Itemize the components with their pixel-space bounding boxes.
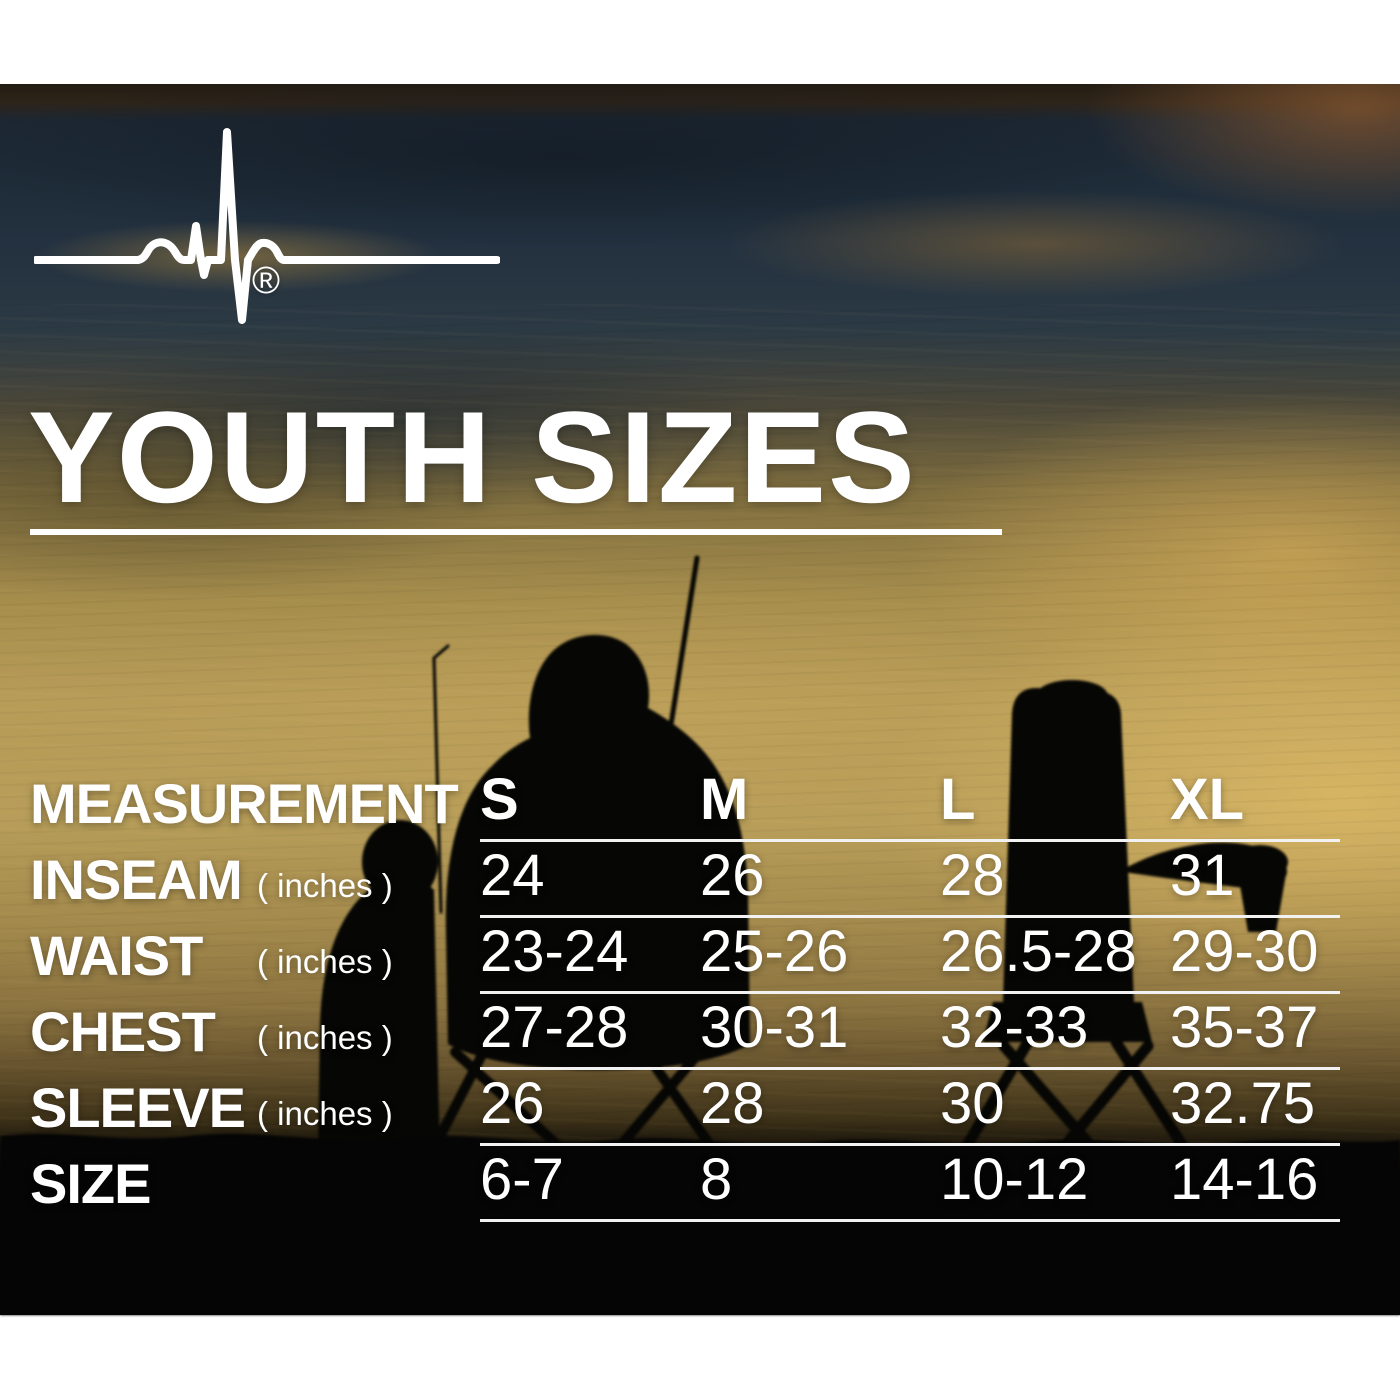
table-row-sleeve: SLEEVE ( inches ) 26 28 30 32.75	[30, 1070, 1340, 1146]
fishing-rod-left	[432, 644, 450, 914]
cell-value: 6-7	[480, 1146, 700, 1222]
cell-value: 14-16	[1170, 1146, 1340, 1222]
cup-holder	[1232, 845, 1288, 879]
table-row-waist: WAIST ( inches ) 23-24 25-26 26.5-28 29-…	[30, 918, 1340, 994]
unit-label: ( inches )	[257, 867, 393, 904]
unit-label: ( inches )	[257, 1095, 393, 1132]
cell-value: 30-31	[700, 994, 940, 1070]
unit-header-spacer	[257, 766, 480, 842]
column-header-s: S	[480, 766, 700, 842]
gear-top-silhouette	[362, 820, 438, 904]
camp-gear-silhouette	[318, 875, 440, 1164]
row-label: SIZE	[30, 1152, 151, 1215]
row-label: SLEEVE	[30, 1076, 246, 1139]
chair-back-top	[1036, 680, 1108, 712]
row-label: INSEAM	[30, 848, 243, 911]
fishing-rod-right	[660, 555, 700, 779]
cell-value: 24	[480, 842, 700, 918]
cell-value: 28	[700, 1070, 940, 1146]
unit-label: ( inches )	[257, 1019, 393, 1056]
page-title: YOUTH SIZES	[28, 384, 917, 530]
cell-value: 30	[940, 1070, 1170, 1146]
cell-value: 23-24	[480, 918, 700, 994]
cell-value: 26	[480, 1070, 700, 1146]
column-header-xl: XL	[1170, 766, 1340, 842]
left-chair-legs	[427, 1041, 720, 1157]
row-label: CHEST	[30, 1000, 216, 1063]
cell-value: 26	[700, 842, 940, 918]
table-row-chest: CHEST ( inches ) 27-28 30-31 32-33 35-37	[30, 994, 1340, 1070]
ekg-heartbeat-icon	[34, 128, 500, 324]
table-row-inseam: INSEAM ( inches ) 24 26 28 31	[30, 842, 1340, 918]
column-header-l: L	[940, 766, 1170, 842]
cell-value: 27-28	[480, 994, 700, 1070]
cell-value: 29-30	[1170, 918, 1340, 994]
fishermen-silhouettes	[0, 555, 1400, 1315]
cell-value: 28	[940, 842, 1170, 918]
unit-spacer	[257, 1146, 480, 1222]
unit-label: ( inches )	[257, 943, 393, 980]
cell-value: 32-33	[940, 994, 1170, 1070]
size-table: MEASUREMENT S M L XL INSEAM ( inches ) 2…	[30, 766, 1340, 1222]
cell-value: 32.75	[1170, 1070, 1340, 1146]
cell-value: 25-26	[700, 918, 940, 994]
folding-chair-seat	[983, 1002, 1152, 1042]
table-header-row: MEASUREMENT S M L XL	[30, 766, 1340, 842]
cell-value: 31	[1170, 842, 1340, 918]
registered-trademark: ®	[252, 260, 280, 302]
table-row-size: SIZE 6-7 8 10-12 14-16	[30, 1146, 1340, 1222]
folding-chair-back	[1003, 688, 1134, 1002]
measurement-header: MEASUREMENT	[30, 772, 459, 835]
title-underline	[30, 529, 1002, 535]
cell-value: 26.5-28	[940, 918, 1170, 994]
cell-value: 10-12	[940, 1146, 1170, 1222]
cell-value: 8	[700, 1146, 940, 1222]
cell-value: 35-37	[1170, 994, 1340, 1070]
left-fisherman-silhouette	[445, 634, 750, 1071]
row-label: WAIST	[30, 924, 203, 987]
right-chair-legs	[956, 1036, 1194, 1160]
column-header-m: M	[700, 766, 940, 842]
shore-foreground	[0, 1133, 1400, 1315]
